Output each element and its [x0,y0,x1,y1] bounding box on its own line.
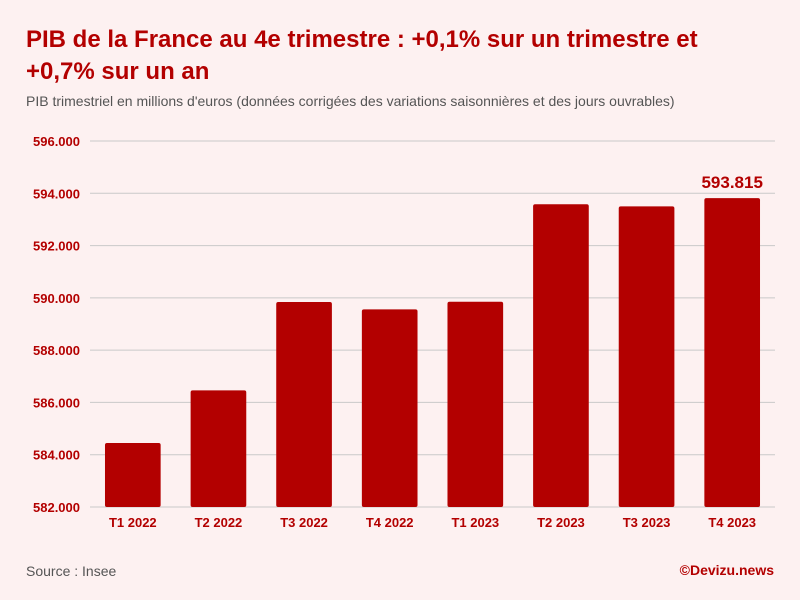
x-tick-label: T1 2022 [109,515,157,530]
x-tick-label: T4 2022 [366,515,414,530]
y-tick-label: 584.000 [33,448,80,463]
bar [704,198,761,508]
x-tick-label: T2 2022 [195,515,243,530]
x-tick-label: T4 2023 [708,515,756,530]
brand-logo: ©Devizu.news [679,562,774,578]
chart-subtitle: PIB trimestriel en millions d'euros (don… [26,93,675,109]
bar [104,442,161,507]
chart-title: PIB de la France au 4e trimestre : +0,1%… [26,26,698,85]
data-label: 593.815 [701,173,762,192]
y-tick-label: 582.000 [33,500,80,515]
bar [533,204,589,507]
x-tick-label: T1 2023 [451,515,499,530]
source-label: Source : Insee [26,563,117,579]
bar [361,309,418,507]
bar [190,390,247,507]
x-tick-label: T3 2023 [623,515,671,530]
y-tick-label: 596.000 [33,134,80,149]
y-tick-label: 592.000 [33,239,80,254]
y-tick-label: 586.000 [33,395,80,410]
y-tick-label: 590.000 [33,291,80,306]
bar [618,206,675,507]
bar [447,301,504,507]
y-tick-label: 594.000 [33,186,80,201]
x-tick-label: T3 2022 [280,515,328,530]
x-tick-label: T2 2023 [537,515,585,530]
bar [276,302,332,507]
y-tick-label: 588.000 [33,343,80,358]
